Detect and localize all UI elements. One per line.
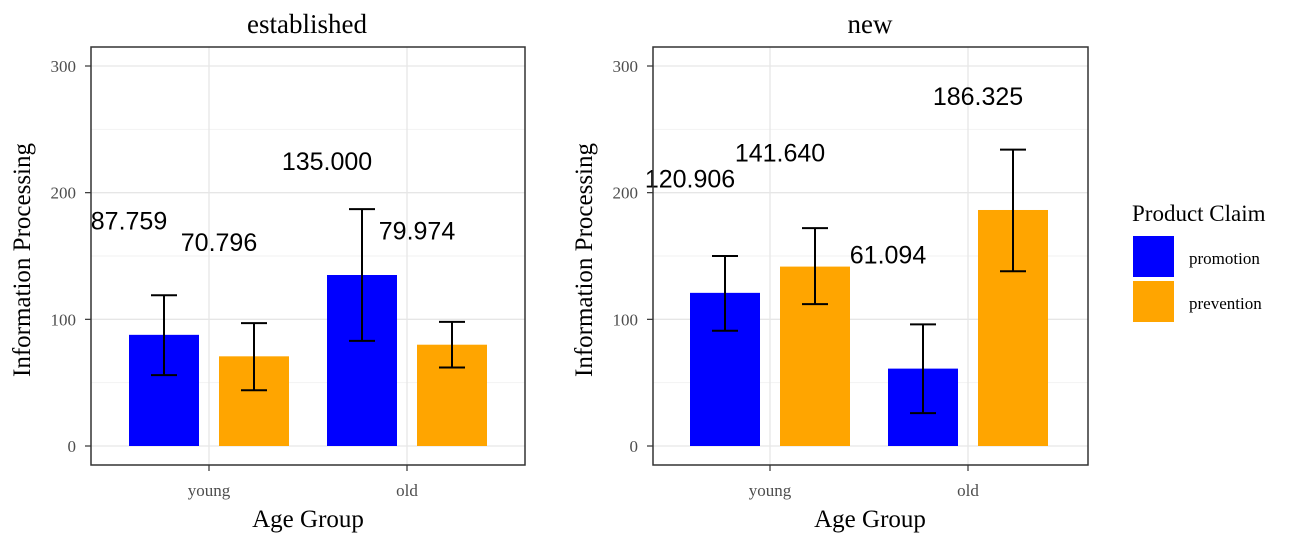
legend-title: Product Claim (1132, 201, 1266, 226)
data-label: 120.906 (645, 166, 735, 194)
x-axis-title: Age Group (814, 506, 926, 533)
x-tick-label: young (188, 481, 231, 500)
legend: Product Claim promotion prevention (1132, 201, 1266, 322)
x-tick-label: young (749, 481, 792, 500)
data-label: 186.325 (933, 83, 1023, 111)
panel-new: new 120.906 61.094 141.640 186.325 0 100 200 3… (571, 9, 1089, 533)
y-tick-label: 200 (613, 184, 639, 203)
data-label: 87.759 (91, 208, 167, 236)
x-tick-label: old (396, 481, 418, 500)
y-axis-title: Information Processing (9, 143, 36, 377)
x-axis-title: Age Group (252, 506, 364, 533)
y-tick-label: 0 (630, 437, 639, 456)
y-tick-label: 100 (51, 310, 77, 329)
panel-title: established (247, 9, 367, 39)
data-label: 141.640 (735, 139, 825, 167)
y-tick-label: 200 (51, 184, 77, 203)
y-tick-label: 0 (68, 437, 77, 456)
data-label: 70.796 (181, 229, 257, 257)
legend-label-prevention: prevention (1189, 294, 1262, 313)
x-tick-label: old (957, 481, 979, 500)
panel-title: new (848, 9, 893, 39)
y-tick-label: 300 (613, 57, 639, 76)
y-tick-label: 300 (51, 57, 77, 76)
legend-label-promotion: promotion (1189, 249, 1260, 268)
data-label: 79.974 (379, 218, 456, 246)
legend-swatch-prevention (1133, 281, 1174, 322)
panel-established: established 87.759 135.000 70.796 79.974 0 1… (9, 9, 526, 533)
y-axis-title: Information Processing (571, 143, 598, 377)
y-tick-label: 100 (613, 310, 639, 329)
data-label: 61.094 (850, 241, 927, 269)
data-label: 135.000 (282, 148, 372, 176)
legend-swatch-promotion (1133, 236, 1174, 277)
